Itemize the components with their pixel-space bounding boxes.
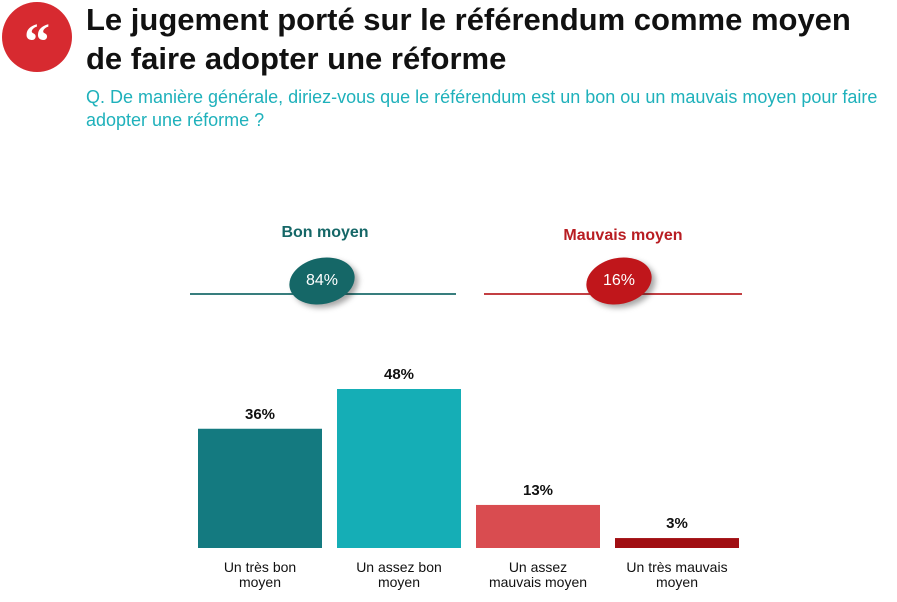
- category-label-3-line-2: mauvais moyen: [489, 574, 587, 590]
- category-label-2-line-1: Un assez bon: [356, 559, 442, 575]
- category-label-4-line-2: moyen: [656, 574, 698, 590]
- page-title: Le jugement porté sur le référendum comm…: [86, 2, 851, 76]
- category-label-1-line-1: Un très bon: [224, 559, 296, 575]
- bar-4: [615, 538, 739, 548]
- group-label-mauvais-moyen: Mauvais moyen: [563, 227, 683, 244]
- bar-value-label-2: 48%: [384, 366, 414, 383]
- quote-glyph: “: [24, 14, 50, 71]
- bar-value-label-1: 36%: [245, 406, 275, 423]
- bar-1: [198, 428, 322, 548]
- bar-2: [337, 389, 461, 548]
- bar-value-label-3: 13%: [523, 482, 553, 499]
- bar-3: [476, 504, 600, 548]
- question-text: Q. De manière générale, diriez-vous que …: [86, 87, 878, 130]
- bar-value-label-4: 3%: [666, 515, 688, 532]
- category-label-3-line-1: Un assez: [509, 559, 567, 575]
- category-label-2-line-2: moyen: [378, 574, 420, 590]
- category-label-4-line-1: Un très mauvais: [626, 559, 727, 575]
- quote-icon: “: [2, 2, 72, 72]
- category-label-1-line-2: moyen: [239, 574, 281, 590]
- group-label-bon-moyen: Bon moyen: [281, 224, 369, 241]
